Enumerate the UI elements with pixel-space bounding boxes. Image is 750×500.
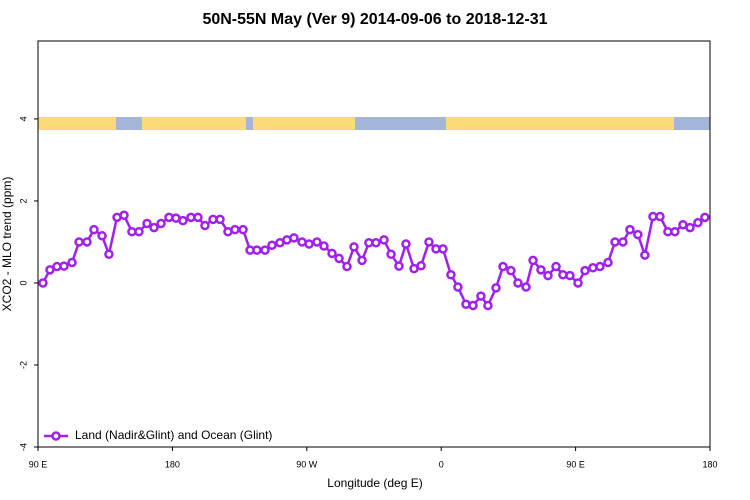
- data-point: [551, 261, 561, 272]
- data-point: [633, 229, 643, 240]
- data-point: [438, 244, 448, 254]
- x-tick-label: 180: [702, 459, 717, 469]
- data-point: [595, 261, 605, 272]
- data-point: [543, 270, 553, 281]
- x-tick-label: 90 E: [566, 459, 585, 469]
- data-point: [238, 224, 248, 235]
- data-point: [424, 237, 434, 247]
- data-point: [371, 238, 381, 248]
- data-point: [453, 282, 463, 292]
- y-tick-label: 4: [18, 116, 28, 121]
- data-point: [104, 249, 114, 260]
- data-point: [119, 210, 129, 221]
- data-point: [67, 257, 77, 268]
- data-point: [610, 237, 620, 247]
- data-point: [178, 215, 188, 226]
- land-band: [446, 117, 674, 130]
- data-point: [685, 222, 695, 233]
- data-point: [267, 240, 277, 250]
- data-point: [386, 249, 396, 260]
- plot-frame: [37, 40, 711, 448]
- data-point: [59, 261, 69, 271]
- data-point: [74, 237, 84, 247]
- data-point: [521, 282, 531, 292]
- data-point: [89, 224, 99, 235]
- data-point: [625, 224, 635, 235]
- data-point: [38, 278, 48, 288]
- y-tick-label: 0: [18, 280, 28, 285]
- land-band: [142, 117, 246, 130]
- y-axis-label: XCO2 - MLO trend (ppm): [0, 177, 14, 312]
- data-point: [513, 278, 523, 288]
- data-point: [468, 300, 478, 311]
- x-tick-label: 0: [439, 459, 444, 469]
- data-point: [215, 214, 225, 225]
- data-point: [565, 270, 575, 281]
- legend-label: Land (Nadir&Glint) and Ocean (Glint): [75, 428, 272, 442]
- data-point: [603, 257, 613, 268]
- data-point: [498, 261, 508, 272]
- data-point: [260, 245, 270, 255]
- data-point: [573, 278, 583, 288]
- data-point: [416, 260, 426, 271]
- data-point: [193, 212, 203, 223]
- data-point: [200, 220, 210, 231]
- data-point: [528, 255, 538, 266]
- land-band: [253, 117, 355, 130]
- x-tick-label: 180: [165, 459, 180, 469]
- data-point: [142, 218, 152, 229]
- data-point: [149, 222, 159, 233]
- y-tick-label: -2: [18, 361, 28, 369]
- data-point: [536, 265, 546, 275]
- data-point: [327, 248, 337, 259]
- data-point: [446, 270, 456, 280]
- data-point: [655, 211, 665, 222]
- data-point: [252, 245, 262, 255]
- land-band: [38, 117, 116, 130]
- data-point: [357, 255, 367, 266]
- data-point: [401, 239, 411, 249]
- data-point: [618, 237, 628, 247]
- y-tick-label: -4: [18, 443, 28, 451]
- data-point: [700, 212, 710, 223]
- x-tick-label: 90 W: [296, 459, 318, 469]
- data-point: [476, 291, 486, 301]
- data-point: [483, 300, 493, 311]
- data-point: [304, 239, 314, 249]
- data-point: [491, 283, 501, 293]
- data-point: [379, 235, 389, 245]
- data-point: [134, 226, 144, 237]
- data-point: [640, 250, 650, 260]
- data-point: [334, 253, 344, 264]
- data-point: [580, 265, 590, 276]
- data-point: [319, 241, 329, 251]
- data-point: [289, 233, 299, 243]
- data-point: [506, 265, 516, 276]
- data-point: [230, 224, 240, 235]
- legend-swatch-point: [51, 431, 61, 441]
- x-axis-label: Longitude (deg E): [327, 476, 422, 490]
- x-tick-label: 90 E: [29, 459, 48, 469]
- data-point: [312, 237, 322, 247]
- data-point: [156, 218, 166, 229]
- land-ocean-strip: [38, 117, 710, 130]
- data-point: [670, 226, 680, 237]
- data-point: [82, 237, 92, 247]
- data-point: [97, 231, 107, 241]
- data-point: [693, 217, 703, 228]
- data-point: [394, 261, 404, 271]
- data-point: [342, 261, 352, 272]
- y-tick-label: 2: [18, 198, 28, 203]
- data-point: [45, 265, 55, 275]
- data-point: [349, 242, 359, 252]
- chart-title: 50N-55N May (Ver 9) 2014-09-06 to 2018-1…: [202, 11, 547, 28]
